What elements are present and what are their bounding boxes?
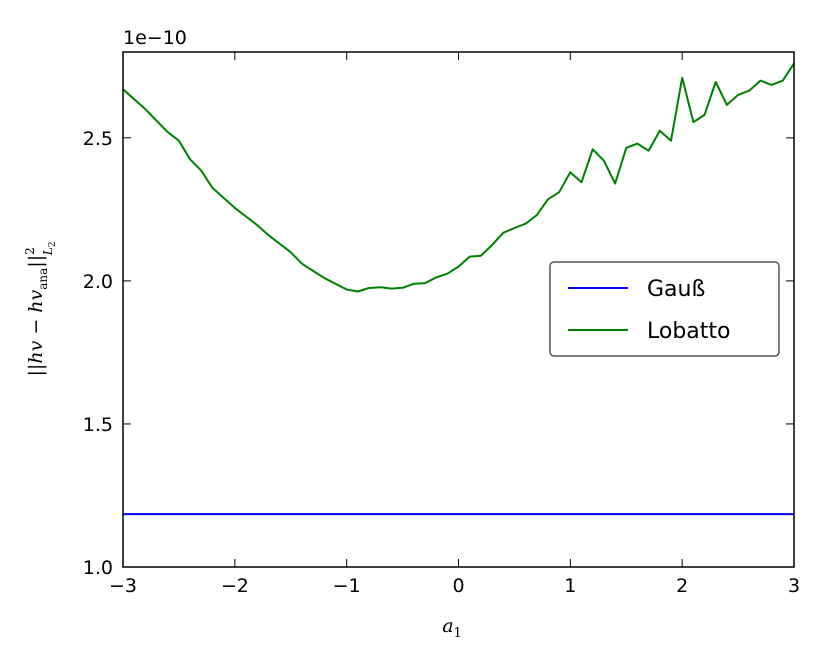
y-tick-label: 2.5 xyxy=(83,128,113,150)
y-axis-label-sub-norm-sub: 2 xyxy=(48,242,58,248)
legend: Gauß Lobatto xyxy=(549,261,780,357)
legend-label-lobatto: Lobatto xyxy=(647,319,731,344)
y-offset-label: 1e−10 xyxy=(123,27,187,49)
legend-box xyxy=(549,261,780,357)
x-tick-label: 2 xyxy=(676,575,688,597)
x-tick-label: −2 xyxy=(221,575,249,597)
series-line-lobatto xyxy=(122,62,795,293)
plot-frame xyxy=(122,51,795,568)
y-axis-label-tail: || xyxy=(25,255,47,268)
ticks-layer: −3 −2 −1 0 1 2 3 1.0 1.5 2.0 2.5 xyxy=(83,52,800,597)
x-axis-label: a1 xyxy=(442,615,462,641)
legend-label-gauss: Gauß xyxy=(647,277,705,302)
x-axis-label-main: a xyxy=(442,615,453,637)
y-axis-label-sub-ana: ana xyxy=(36,268,50,290)
y-axis-label: ||hv − hvana||2 L2 xyxy=(23,242,58,377)
y-axis-label-sup: 2 xyxy=(23,247,37,255)
y-tick-label: 1.5 xyxy=(83,414,113,436)
y-axis-label-main: ||hv − hv xyxy=(25,289,47,376)
x-tick-label: −3 xyxy=(109,575,137,597)
x-axis-label-sub: 1 xyxy=(454,626,462,641)
x-tick-label: 1 xyxy=(564,575,576,597)
x-tick-label: −1 xyxy=(333,575,361,597)
x-tick-label: 0 xyxy=(452,575,464,597)
y-tick-label: 1.0 xyxy=(83,557,113,579)
x-tick-label: 3 xyxy=(788,575,800,597)
y-axis-label-sub-norm: L xyxy=(41,247,55,256)
y-tick-label: 2.0 xyxy=(83,271,113,293)
series-layer xyxy=(122,62,795,516)
